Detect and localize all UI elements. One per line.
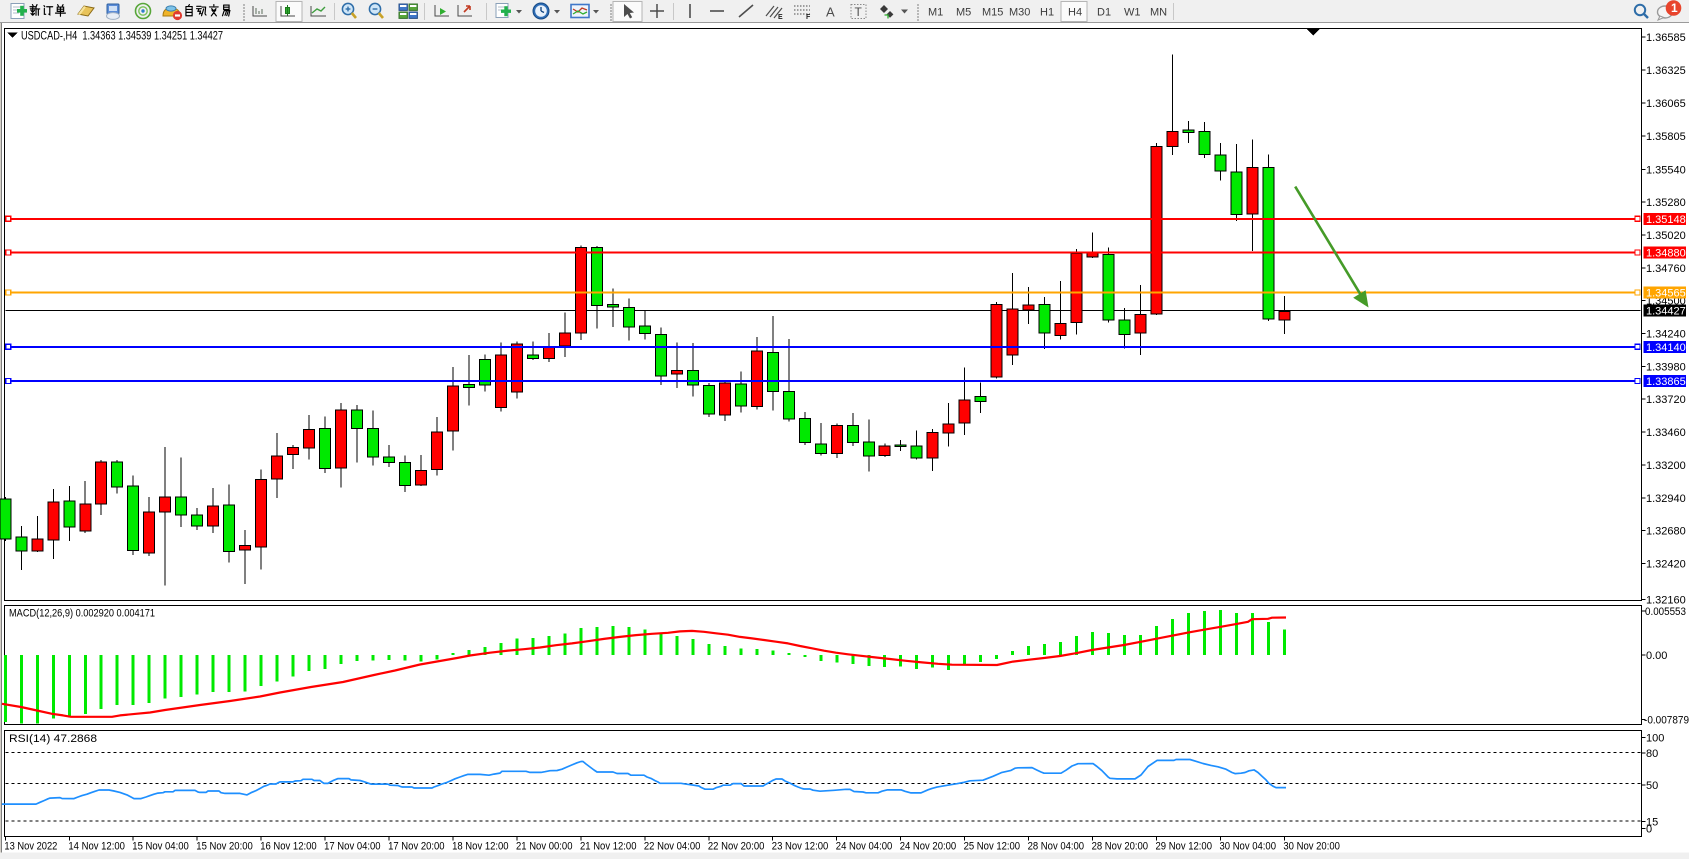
svg-text:T: T xyxy=(855,5,863,19)
svg-text:1.35148: 1.35148 xyxy=(1646,214,1686,226)
svg-text:1.33980: 1.33980 xyxy=(1646,361,1686,373)
svg-text:21 Nov 12:00: 21 Nov 12:00 xyxy=(580,841,637,853)
svg-text:80: 80 xyxy=(1646,748,1658,760)
svg-text:1.32420: 1.32420 xyxy=(1646,559,1686,571)
svg-text:28 Nov 04:00: 28 Nov 04:00 xyxy=(1028,841,1085,853)
svg-text:1.33720: 1.33720 xyxy=(1646,394,1686,406)
svg-text:23 Nov 12:00: 23 Nov 12:00 xyxy=(772,841,829,853)
svg-text:1.33200: 1.33200 xyxy=(1646,460,1686,472)
svg-text:1.35020: 1.35020 xyxy=(1646,230,1686,242)
svg-text:H1: H1 xyxy=(1040,7,1054,19)
svg-text:1.34565: 1.34565 xyxy=(1646,287,1686,299)
svg-text:100: 100 xyxy=(1646,733,1664,745)
svg-text:1.35805: 1.35805 xyxy=(1646,131,1686,143)
svg-text:0: 0 xyxy=(1646,824,1652,836)
svg-text:21 Nov 00:00: 21 Nov 00:00 xyxy=(516,841,573,853)
svg-text:16 Nov 12:00: 16 Nov 12:00 xyxy=(260,841,317,853)
svg-text:30 Nov 04:00: 30 Nov 04:00 xyxy=(1220,841,1277,853)
svg-text:1.36585: 1.36585 xyxy=(1646,32,1686,44)
svg-text:1.32680: 1.32680 xyxy=(1646,526,1686,538)
svg-text:1.34140: 1.34140 xyxy=(1646,342,1686,354)
svg-text:17 Nov 20:00: 17 Nov 20:00 xyxy=(388,841,445,853)
svg-text:M15: M15 xyxy=(982,7,1003,19)
svg-text:1.34880: 1.34880 xyxy=(1646,248,1686,260)
svg-text:24 Nov 20:00: 24 Nov 20:00 xyxy=(900,841,957,853)
svg-text:1.32940: 1.32940 xyxy=(1646,493,1686,505)
svg-text:MACD(12,26,9) 0.002920 0.00417: MACD(12,26,9) 0.002920 0.004171 xyxy=(9,608,155,620)
svg-text:15: 15 xyxy=(1646,816,1658,828)
svg-text:1.35280: 1.35280 xyxy=(1646,197,1686,209)
svg-text:D1: D1 xyxy=(1097,7,1111,19)
svg-text:RSI(14) 47.2868: RSI(14) 47.2868 xyxy=(9,733,97,745)
svg-text:1.33460: 1.33460 xyxy=(1646,427,1686,439)
svg-text:15 Nov 04:00: 15 Nov 04:00 xyxy=(132,841,189,853)
svg-text:F: F xyxy=(806,14,811,21)
svg-text:1.34240: 1.34240 xyxy=(1646,329,1686,341)
svg-text:0.00: 0.00 xyxy=(1646,650,1667,662)
svg-text:1.36325: 1.36325 xyxy=(1646,65,1686,77)
svg-text:13 Nov 2022: 13 Nov 2022 xyxy=(4,841,57,853)
svg-text:17 Nov 04:00: 17 Nov 04:00 xyxy=(324,841,381,853)
svg-text:M1: M1 xyxy=(928,7,943,19)
svg-text:0.005553: 0.005553 xyxy=(1645,606,1686,618)
svg-text:50: 50 xyxy=(1646,780,1658,792)
svg-text:M30: M30 xyxy=(1009,7,1030,19)
svg-text:1.32160: 1.32160 xyxy=(1646,594,1686,606)
svg-text:E: E xyxy=(778,14,783,21)
svg-text:25 Nov 12:00: 25 Nov 12:00 xyxy=(964,841,1021,853)
svg-text:1.34760: 1.34760 xyxy=(1646,263,1686,275)
svg-text:USDCAD-,H4 1.34363 1.34539 1.: USDCAD-,H4 1.34363 1.34539 1.34251 1.344… xyxy=(21,29,223,43)
svg-text:14 Nov 12:00: 14 Nov 12:00 xyxy=(68,841,125,853)
svg-text:1.36065: 1.36065 xyxy=(1646,98,1686,110)
svg-text:1.34427: 1.34427 xyxy=(1646,306,1686,318)
svg-text:22 Nov 04:00: 22 Nov 04:00 xyxy=(644,841,701,853)
svg-text:18 Nov 12:00: 18 Nov 12:00 xyxy=(452,841,509,853)
svg-text:H4: H4 xyxy=(1068,7,1082,19)
svg-text:1: 1 xyxy=(1671,1,1678,15)
svg-text:30 Nov 20:00: 30 Nov 20:00 xyxy=(1283,841,1340,853)
svg-text:MN: MN xyxy=(1150,7,1167,19)
svg-text:1.35540: 1.35540 xyxy=(1646,164,1686,176)
svg-text:1.33865: 1.33865 xyxy=(1646,376,1686,388)
svg-text:29 Nov 12:00: 29 Nov 12:00 xyxy=(1156,841,1213,853)
svg-text:22 Nov 20:00: 22 Nov 20:00 xyxy=(708,841,765,853)
svg-text:A: A xyxy=(826,5,835,20)
svg-text:M5: M5 xyxy=(956,7,971,19)
svg-text:W1: W1 xyxy=(1124,7,1141,19)
svg-text:15 Nov 20:00: 15 Nov 20:00 xyxy=(196,841,253,853)
svg-text:-0.007879: -0.007879 xyxy=(1644,715,1689,727)
svg-text:24 Nov 04:00: 24 Nov 04:00 xyxy=(836,841,893,853)
svg-text:28 Nov 20:00: 28 Nov 20:00 xyxy=(1092,841,1149,853)
